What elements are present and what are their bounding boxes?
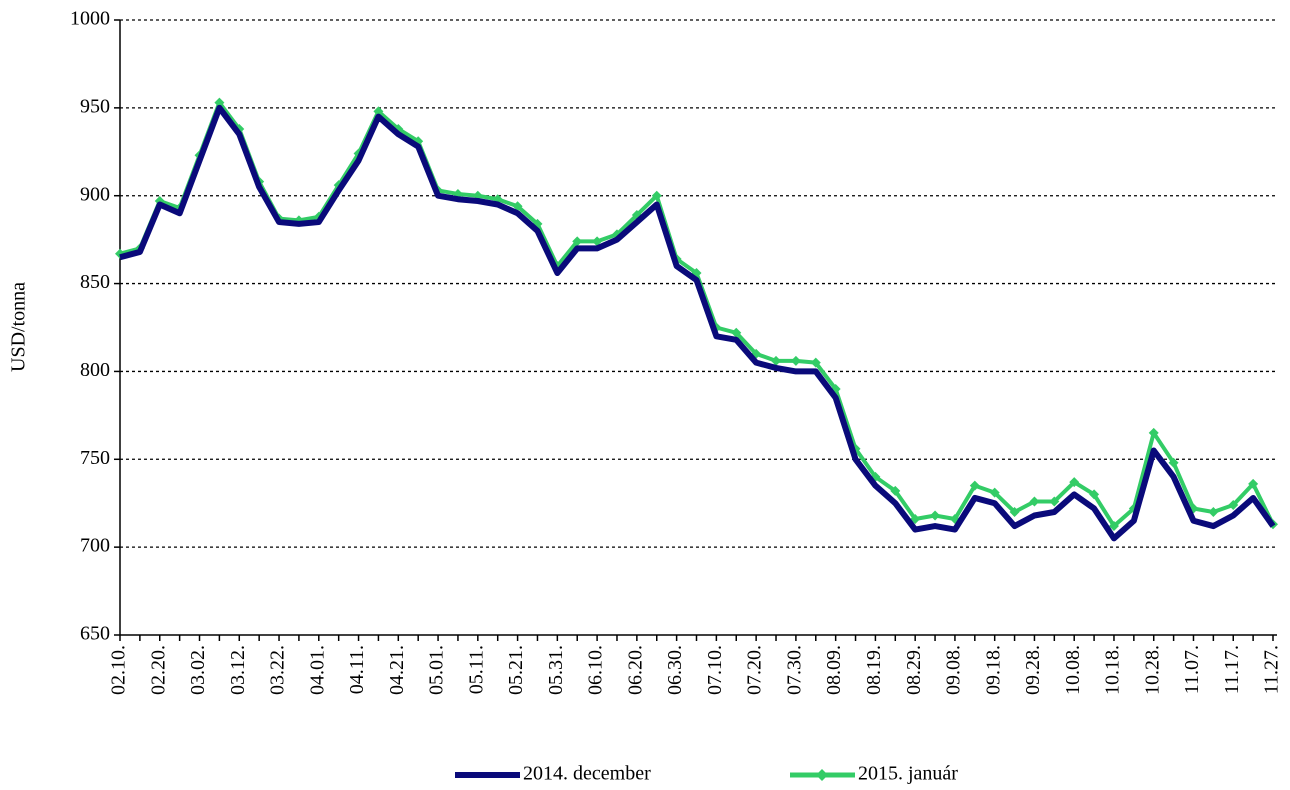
y-tick-label: 950 [80, 95, 110, 117]
marker [1029, 496, 1040, 507]
marker [651, 190, 662, 201]
x-tick-label: 03.12. [227, 645, 249, 695]
marker [890, 485, 901, 496]
x-tick-label: 05.11. [465, 645, 487, 694]
marker [1108, 521, 1119, 532]
marker [989, 487, 1000, 498]
marker [214, 97, 225, 108]
x-tick-label: 03.22. [267, 645, 289, 695]
x-tick-label: 02.10. [108, 645, 130, 695]
x-tick-label: 11.17. [1221, 645, 1243, 694]
x-tick-label: 08.29. [903, 645, 925, 695]
marker [1049, 496, 1060, 507]
x-tick-label: 06.10. [585, 645, 607, 695]
x-tick-label: 08.19. [863, 645, 885, 695]
marker [1069, 477, 1080, 488]
x-tick-label: 06.20. [624, 645, 646, 695]
x-tick-label: 07.20. [744, 645, 766, 695]
y-tick-label: 750 [80, 447, 110, 469]
x-tick-label: 04.01. [306, 645, 328, 695]
x-tick-label: 06.30. [664, 645, 686, 695]
marker [572, 236, 583, 247]
marker [1148, 427, 1159, 438]
marker [1168, 457, 1179, 468]
x-tick-label: 02.20. [147, 645, 169, 695]
y-tick-label: 800 [80, 359, 110, 381]
legend-label: 2014. december [523, 763, 651, 785]
marker [115, 248, 125, 259]
x-tick-label: 08.09. [823, 645, 845, 695]
x-tick-label: 05.01. [426, 645, 448, 695]
x-tick-label: 10.18. [1102, 645, 1124, 695]
y-axis-label: USD/tonna [8, 282, 30, 372]
x-tick-label: 03.02. [187, 645, 209, 695]
marker [1248, 478, 1259, 489]
marker [969, 480, 980, 491]
x-tick-label: 11.07. [1181, 645, 1203, 694]
x-tick-label: 07.30. [783, 645, 805, 695]
marker [592, 236, 603, 247]
marker [771, 355, 782, 366]
x-tick-label: 05.21. [505, 645, 527, 695]
x-tick-label: 10.28. [1141, 645, 1163, 695]
legend-marker [816, 769, 828, 781]
marker [1208, 507, 1219, 517]
legend-label: 2015. január [858, 763, 958, 785]
x-tick-label: 09.18. [982, 645, 1004, 695]
marker [373, 106, 384, 117]
marker [930, 510, 941, 521]
x-tick-label: 11.27. [1261, 645, 1283, 694]
x-tick-label: 05.31. [545, 645, 567, 695]
marker [810, 357, 821, 368]
y-tick-label: 650 [80, 623, 110, 645]
marker [1228, 499, 1239, 510]
x-tick-label: 09.28. [1022, 645, 1044, 695]
x-tick-label: 04.11. [346, 645, 368, 694]
y-tick-label: 1000 [70, 8, 110, 30]
x-tick-label: 09.08. [943, 645, 965, 695]
x-tick-label: 04.21. [386, 645, 408, 695]
y-tick-label: 900 [80, 183, 110, 205]
y-tick-label: 850 [80, 271, 110, 293]
marker [1009, 507, 1020, 517]
marker [731, 327, 742, 338]
marker [1089, 489, 1100, 500]
x-tick-label: 07.10. [704, 645, 726, 695]
series-line [119, 104, 1276, 542]
y-tick-label: 700 [80, 535, 110, 557]
x-tick-label: 10.08. [1062, 645, 1084, 695]
marker [790, 355, 801, 366]
series-line [119, 100, 1275, 529]
marker [512, 201, 523, 212]
